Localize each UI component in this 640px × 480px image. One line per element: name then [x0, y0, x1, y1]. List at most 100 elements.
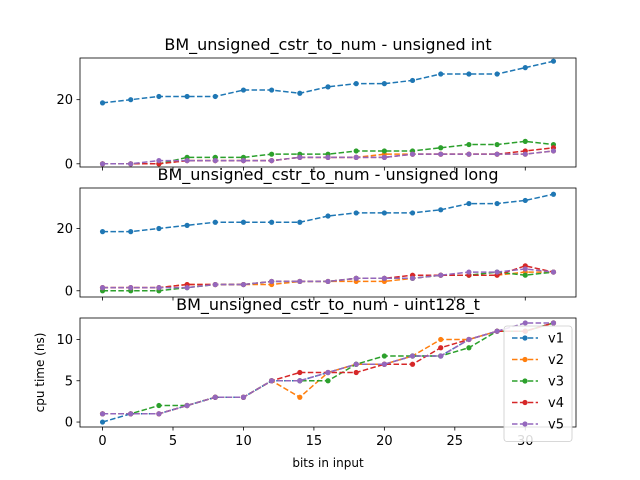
data-point [438, 151, 444, 157]
data-point [212, 219, 218, 225]
x-axis-label: bits in input [292, 456, 364, 470]
legend-label: v4 [548, 396, 564, 411]
data-point [156, 225, 162, 232]
data-point [438, 336, 444, 343]
data-point [409, 77, 416, 84]
data-point [184, 93, 190, 100]
series-line [102, 268, 554, 289]
legend-item-v4: v4 [512, 396, 564, 411]
data-point [184, 157, 190, 164]
series-line-1 [99, 58, 557, 106]
legend-marker [522, 356, 528, 363]
data-point [522, 320, 528, 326]
series-line-1 [99, 191, 557, 235]
data-point [240, 394, 247, 400]
data-point [353, 210, 359, 216]
x-tick-label: 20 [376, 434, 393, 449]
data-point [381, 361, 387, 367]
data-point [184, 285, 190, 291]
data-point [156, 402, 162, 409]
data-point [494, 71, 500, 77]
legend: v1 v2 v3 v4 v5 [503, 325, 573, 442]
data-point [550, 148, 557, 154]
data-point [466, 141, 472, 148]
data-point [156, 285, 162, 291]
data-point [438, 71, 444, 77]
data-point [409, 210, 416, 216]
data-point [409, 151, 416, 157]
data-point [184, 222, 190, 228]
data-point [128, 411, 134, 417]
data-point [99, 411, 106, 417]
data-point [99, 229, 106, 235]
data-point [297, 154, 303, 160]
series-v2 [99, 320, 557, 417]
data-point [381, 81, 387, 87]
data-point [297, 90, 303, 96]
subplot-3: BM_unsigned_cstr_to_num - uint128_t 0 5 10 0… [33, 295, 577, 470]
data-point [353, 369, 359, 376]
legend-marker [522, 421, 528, 427]
data-point [409, 353, 416, 359]
data-point [494, 328, 500, 334]
data-point [438, 353, 444, 359]
x-tick-label: 0 [98, 434, 106, 449]
subplot-title: BM_unsigned_cstr_to_num - uint128_t [176, 295, 480, 315]
data-point [269, 378, 275, 384]
data-point [212, 157, 218, 164]
series-line [102, 322, 554, 415]
data-point [550, 320, 557, 326]
data-point [353, 275, 359, 281]
x-tick-label: 5 [169, 434, 177, 449]
legend-item-v1: v1 [512, 332, 564, 347]
data-point [212, 281, 218, 288]
data-point [409, 361, 416, 367]
data-point [438, 345, 444, 351]
data-point [297, 219, 303, 225]
data-point [466, 151, 472, 157]
data-point [269, 157, 275, 164]
subplot-2: BM_unsigned_cstr_to_num - unsigned long 0… [56, 165, 577, 301]
y-tick-label: 0 [65, 416, 73, 431]
y-tick-label: 20 [56, 222, 73, 237]
legend-item-v5: v5 [512, 418, 564, 433]
data-point [466, 345, 472, 351]
data-point [522, 151, 528, 157]
data-point [550, 58, 557, 64]
series-line [102, 322, 554, 415]
data-point [212, 394, 218, 400]
data-point [297, 378, 303, 384]
data-point [466, 71, 472, 77]
series-line [102, 60, 554, 104]
subplot-1: BM_unsigned_cstr_to_num - unsigned int 0 2… [56, 35, 577, 172]
series-v5 [99, 320, 557, 417]
series-line [102, 193, 554, 233]
data-point [353, 361, 359, 367]
x-tick-label: 15 [306, 434, 323, 449]
legend-marker [522, 399, 528, 406]
series-line [102, 265, 554, 289]
data-point [381, 148, 387, 154]
data-point [184, 402, 190, 409]
data-point [325, 278, 331, 285]
data-point [550, 269, 557, 275]
legend-marker [522, 378, 528, 384]
data-point [494, 151, 500, 157]
data-point [99, 161, 106, 167]
data-point [381, 154, 387, 160]
series-line-5 [99, 148, 557, 167]
data-point [156, 411, 162, 417]
x-tick-label: 10 [235, 434, 252, 449]
data-point [438, 145, 444, 151]
data-point [99, 100, 106, 106]
legend-item-v2: v2 [512, 353, 564, 368]
data-point [522, 65, 528, 71]
x-tick-label: 25 [447, 434, 464, 449]
legend-label: v2 [548, 353, 564, 368]
data-point [269, 278, 275, 285]
data-point [212, 93, 218, 100]
data-point [156, 157, 162, 164]
data-point [466, 336, 472, 343]
y-axis-label: cpu time (ns) [33, 333, 47, 413]
